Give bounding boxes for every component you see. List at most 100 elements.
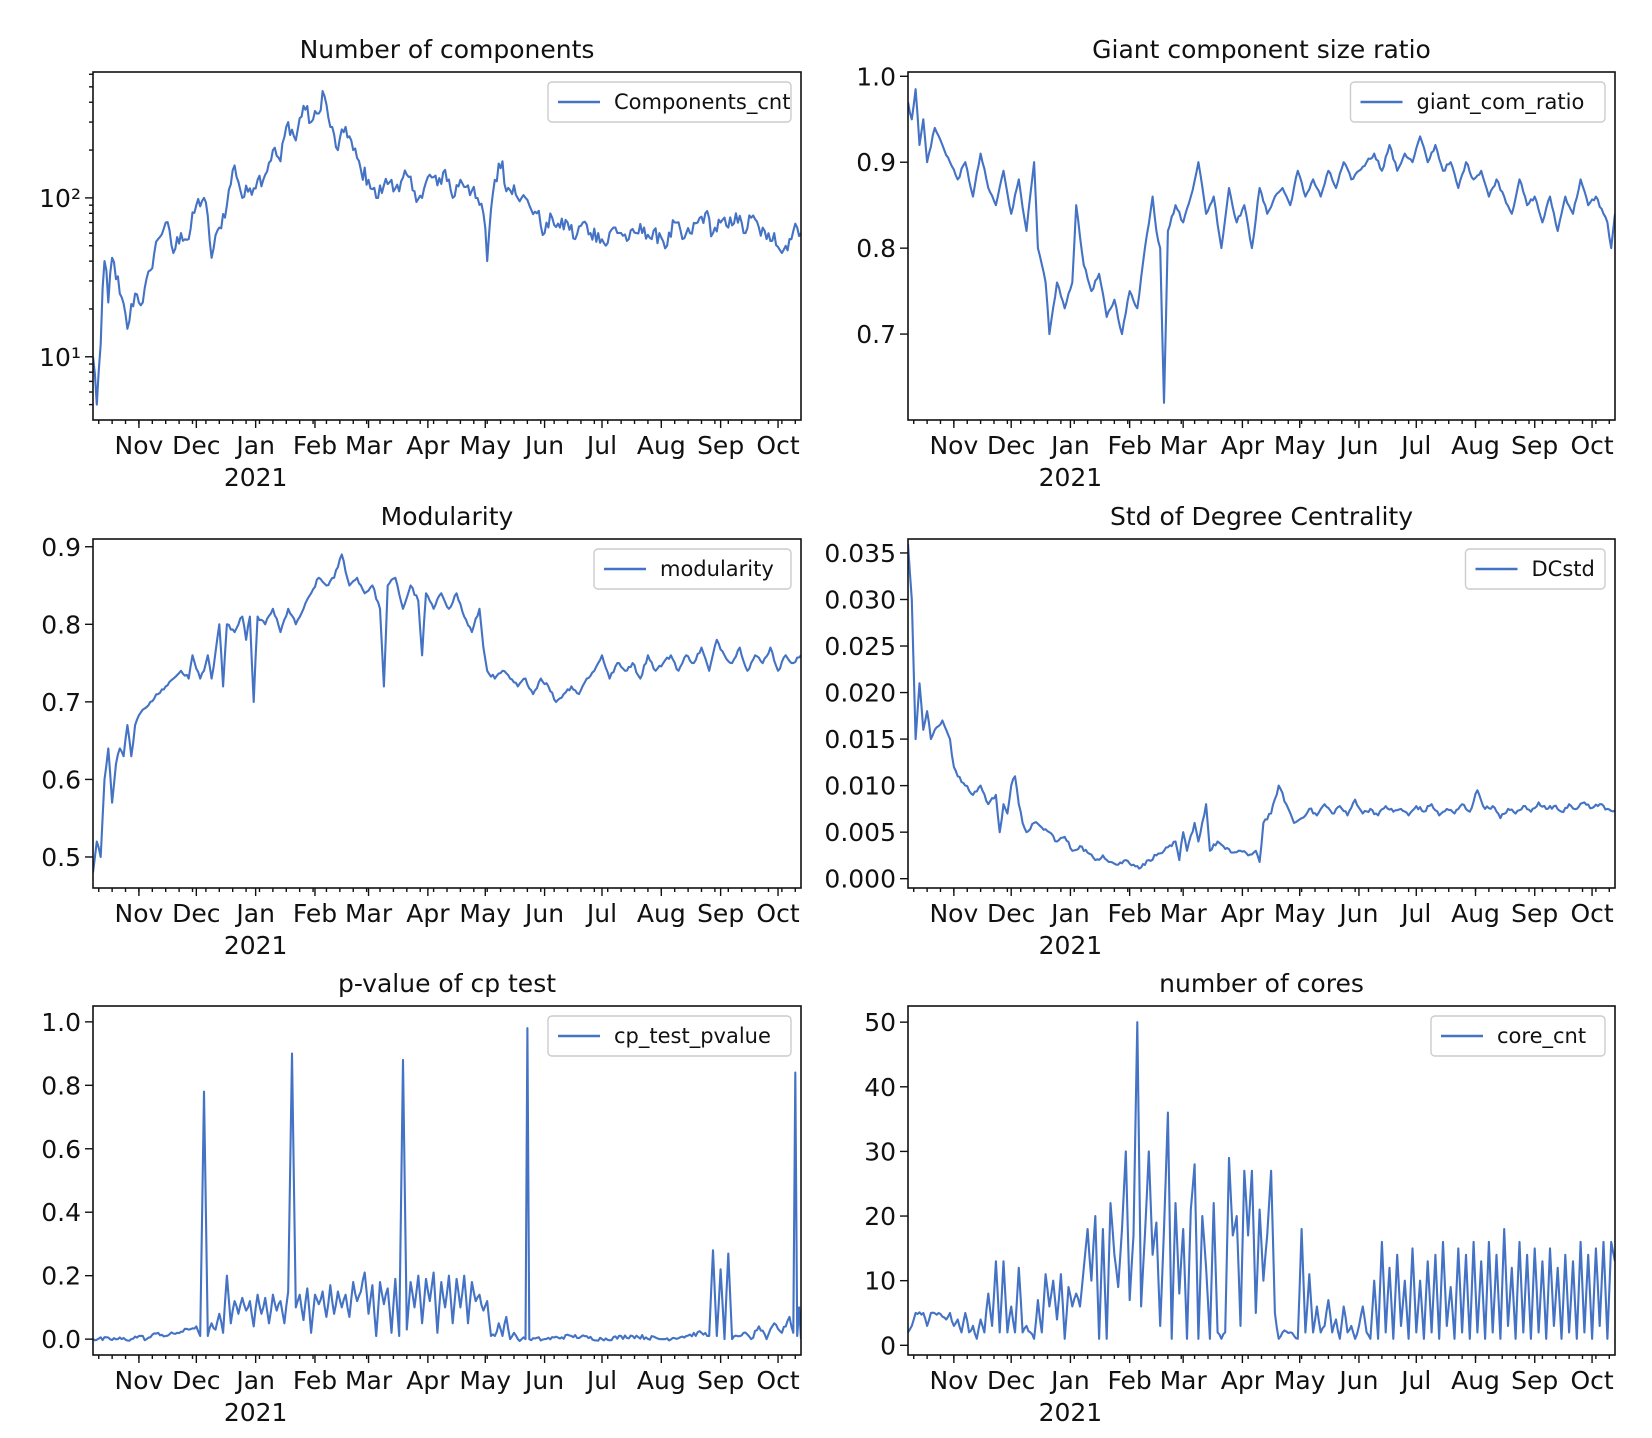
x-tick-label: Oct xyxy=(756,1366,799,1395)
y-tick-label: 0.6 xyxy=(41,765,81,794)
x-tick-label: Mar xyxy=(345,431,393,460)
x-tick-label: Jan xyxy=(234,899,275,928)
year-label: 2021 xyxy=(224,463,288,492)
x-tick-label: Apr xyxy=(406,431,450,460)
y-tick-label: 0.6 xyxy=(41,1135,81,1164)
y-tick-label: 0.000 xyxy=(824,865,896,894)
x-tick-label: Nov xyxy=(929,899,978,928)
legend-label: cp_test_pvalue xyxy=(614,1024,771,1049)
y-tick-label: 0.020 xyxy=(824,679,896,708)
x-tick-label: Aug xyxy=(637,899,686,928)
series-line xyxy=(908,543,1615,870)
x-tick-label: May xyxy=(459,1366,511,1395)
x-tick-label: Jul xyxy=(585,899,617,928)
chart-title: Std of Degree Centrality xyxy=(1110,502,1413,531)
x-tick-label: Jul xyxy=(1399,431,1431,460)
x-tick-label: Jun xyxy=(1337,1366,1378,1395)
series-line xyxy=(93,90,801,406)
x-tick-label: Aug xyxy=(637,431,686,460)
x-tick-label: Jan xyxy=(1049,431,1090,460)
y-tick-label: 0.7 xyxy=(856,320,896,349)
y-tick-label: 0 xyxy=(880,1331,896,1360)
chart-title: Giant component size ratio xyxy=(1092,35,1431,64)
x-tick-label: Feb xyxy=(1108,1366,1152,1395)
x-tick-label: Jan xyxy=(1049,1366,1090,1395)
x-tick-label: Nov xyxy=(929,431,978,460)
x-tick-label: Apr xyxy=(406,1366,450,1395)
legend-box xyxy=(1430,1015,1606,1057)
y-tick-label: 0.5 xyxy=(41,843,81,872)
chart-title: p-value of cp test xyxy=(338,969,556,998)
series-line xyxy=(908,88,1615,404)
legend-box xyxy=(1464,548,1606,590)
x-tick-label: Feb xyxy=(293,431,337,460)
y-tick-label: 20 xyxy=(864,1202,896,1231)
plot-frame xyxy=(92,1005,802,1356)
panel-modularity: Modularity 0.5 0.6 0.7 0.8 0.9 Nov Dec Jan Feb Mar… xyxy=(41,502,802,960)
x-tick-label: Aug xyxy=(1451,431,1500,460)
y-tick-label: 0.7 xyxy=(41,688,81,717)
x-tick-label: Sep xyxy=(697,1366,744,1395)
x-tick-label: Jul xyxy=(1399,899,1431,928)
x-tick-label: Mar xyxy=(1160,899,1208,928)
series-line xyxy=(908,1021,1615,1340)
chart-title: Modularity xyxy=(381,502,514,531)
x-tick-label: May xyxy=(1274,899,1326,928)
year-label: 2021 xyxy=(1039,1398,1103,1427)
y-tick-label: 40 xyxy=(864,1073,896,1102)
x-tick-label: Oct xyxy=(756,899,799,928)
series-line xyxy=(93,1027,801,1343)
year-label: 2021 xyxy=(224,931,288,960)
x-tick-label: Apr xyxy=(406,899,450,928)
x-tick-label: Jun xyxy=(523,1366,564,1395)
x-tick-label: Nov xyxy=(115,899,164,928)
y-tick-label: 1.0 xyxy=(41,1008,81,1037)
x-tick-label: Dec xyxy=(172,1366,220,1395)
panel-cp-test-pvalue: p-value of cp test 0.0 0.2 0.4 0.6 0.8 1.0 Nov D… xyxy=(41,969,802,1427)
y-tick-label: 10 xyxy=(864,1267,896,1296)
y-tick-label: 50 xyxy=(864,1008,896,1037)
x-tick-label: Jul xyxy=(1399,1366,1431,1395)
x-tick-label: May xyxy=(1274,1366,1326,1395)
x-tick-label: Oct xyxy=(1570,899,1613,928)
y-tick-label: 0.8 xyxy=(41,610,81,639)
legend-label: Components_cnt xyxy=(614,90,790,115)
y-tick-label: 10² xyxy=(39,184,81,213)
x-tick-label: Jun xyxy=(1337,431,1378,460)
chart-title: Number of components xyxy=(300,35,595,64)
x-tick-label: Sep xyxy=(1511,899,1558,928)
year-label: 2021 xyxy=(224,1398,288,1427)
x-tick-label: May xyxy=(1274,431,1326,460)
plot-frame xyxy=(92,538,802,889)
x-tick-label: Jan xyxy=(1049,899,1090,928)
chart-title: number of cores xyxy=(1159,969,1364,998)
x-tick-label: Oct xyxy=(1570,431,1613,460)
x-tick-label: Jun xyxy=(523,431,564,460)
panel-components-count: Number of components 10¹ 10² Nov Dec Jan Feb Ma… xyxy=(39,35,802,492)
y-tick-label: 0.005 xyxy=(824,818,896,847)
x-tick-label: Mar xyxy=(345,899,393,928)
legend-label: giant_com_ratio xyxy=(1417,90,1585,115)
legend-box xyxy=(1349,81,1606,123)
legend-label: modularity xyxy=(660,557,774,581)
legend-label: DCstd xyxy=(1532,557,1595,581)
y-tick-label: 0.4 xyxy=(41,1198,81,1227)
y-tick-label: 0.9 xyxy=(41,533,81,562)
x-tick-label: Sep xyxy=(1511,431,1558,460)
y-tick-label: 30 xyxy=(864,1137,896,1166)
y-tick-label: 1.0 xyxy=(856,62,896,91)
x-tick-label: Aug xyxy=(1451,1366,1500,1395)
legend-box xyxy=(547,81,792,123)
x-tick-label: Feb xyxy=(1108,431,1152,460)
panel-giant-component-ratio: Giant component size ratio 0.7 0.8 0.9 1.0 No… xyxy=(856,35,1616,492)
x-tick-label: Dec xyxy=(172,431,220,460)
x-tick-label: Oct xyxy=(756,431,799,460)
y-tick-label: 0.025 xyxy=(824,632,896,661)
x-tick-label: Dec xyxy=(987,1366,1035,1395)
x-tick-label: Jun xyxy=(523,899,564,928)
x-tick-label: Oct xyxy=(1570,1366,1613,1395)
plot-frame xyxy=(92,71,802,421)
x-tick-label: Jan xyxy=(234,431,275,460)
x-tick-label: May xyxy=(459,899,511,928)
x-tick-label: Mar xyxy=(345,1366,393,1395)
